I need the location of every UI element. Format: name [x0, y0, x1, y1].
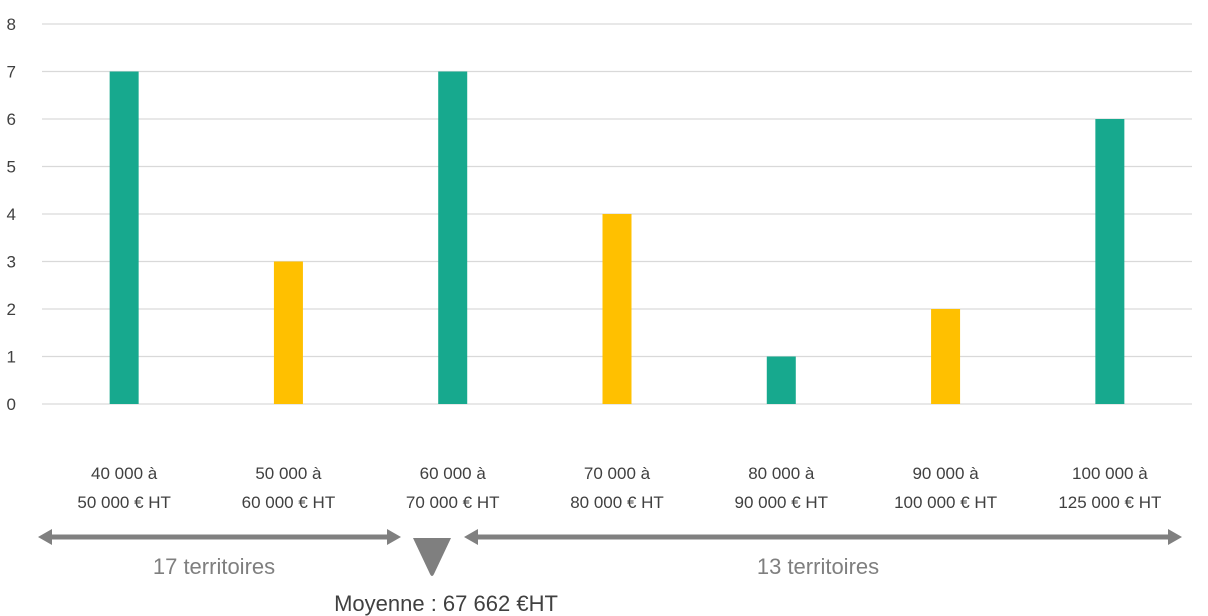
x-axis-categories: 40 000 à 50 000 € HT 50 000 à 60 000 € HT 60… — [77, 464, 1161, 512]
y-tick-label: 6 — [7, 110, 16, 129]
bar — [1095, 119, 1125, 404]
category-label-line1: 90 000 à — [912, 464, 979, 483]
category-label-line2: 60 000 € HT — [242, 493, 336, 512]
category-label-line1: 50 000 à — [255, 464, 322, 483]
category-label-line1: 60 000 à — [420, 464, 487, 483]
y-tick-label: 2 — [7, 300, 16, 319]
bar — [438, 71, 468, 404]
category-label-line2: 70 000 € HT — [406, 493, 500, 512]
bar — [766, 356, 796, 404]
category-label-line2: 125 000 € HT — [1058, 493, 1161, 512]
y-tick-label: 4 — [7, 205, 16, 224]
left-group-arrow — [38, 529, 401, 545]
y-tick-label: 0 — [7, 395, 16, 414]
category-label-line2: 50 000 € HT — [77, 493, 171, 512]
bar — [602, 214, 632, 404]
category-label-line1: 80 000 à — [748, 464, 815, 483]
category-label-line2: 100 000 € HT — [894, 493, 997, 512]
bar — [931, 309, 961, 404]
category-label-line1: 70 000 à — [584, 464, 651, 483]
left-group-label: 17 territoires — [153, 554, 275, 579]
category-label-line1: 40 000 à — [91, 464, 158, 483]
y-tick-label: 3 — [7, 253, 16, 272]
category-label-line2: 90 000 € HT — [735, 493, 829, 512]
right-group-label: 13 territoires — [757, 554, 879, 579]
y-axis-ticks: 0 1 2 3 4 5 6 7 8 — [7, 15, 16, 414]
right-group-arrow — [464, 529, 1182, 545]
bars — [109, 71, 1125, 404]
bar — [109, 71, 139, 404]
average-marker-icon — [413, 538, 451, 576]
y-tick-label: 1 — [7, 348, 16, 367]
y-tick-label: 5 — [7, 158, 16, 177]
bar — [273, 261, 303, 404]
category-label-line1: 100 000 à — [1072, 464, 1148, 483]
y-tick-label: 8 — [7, 15, 16, 34]
average-label: Moyenne : 67 662 €HT — [334, 591, 558, 616]
y-tick-label: 7 — [7, 63, 16, 82]
category-label-line2: 80 000 € HT — [570, 493, 664, 512]
